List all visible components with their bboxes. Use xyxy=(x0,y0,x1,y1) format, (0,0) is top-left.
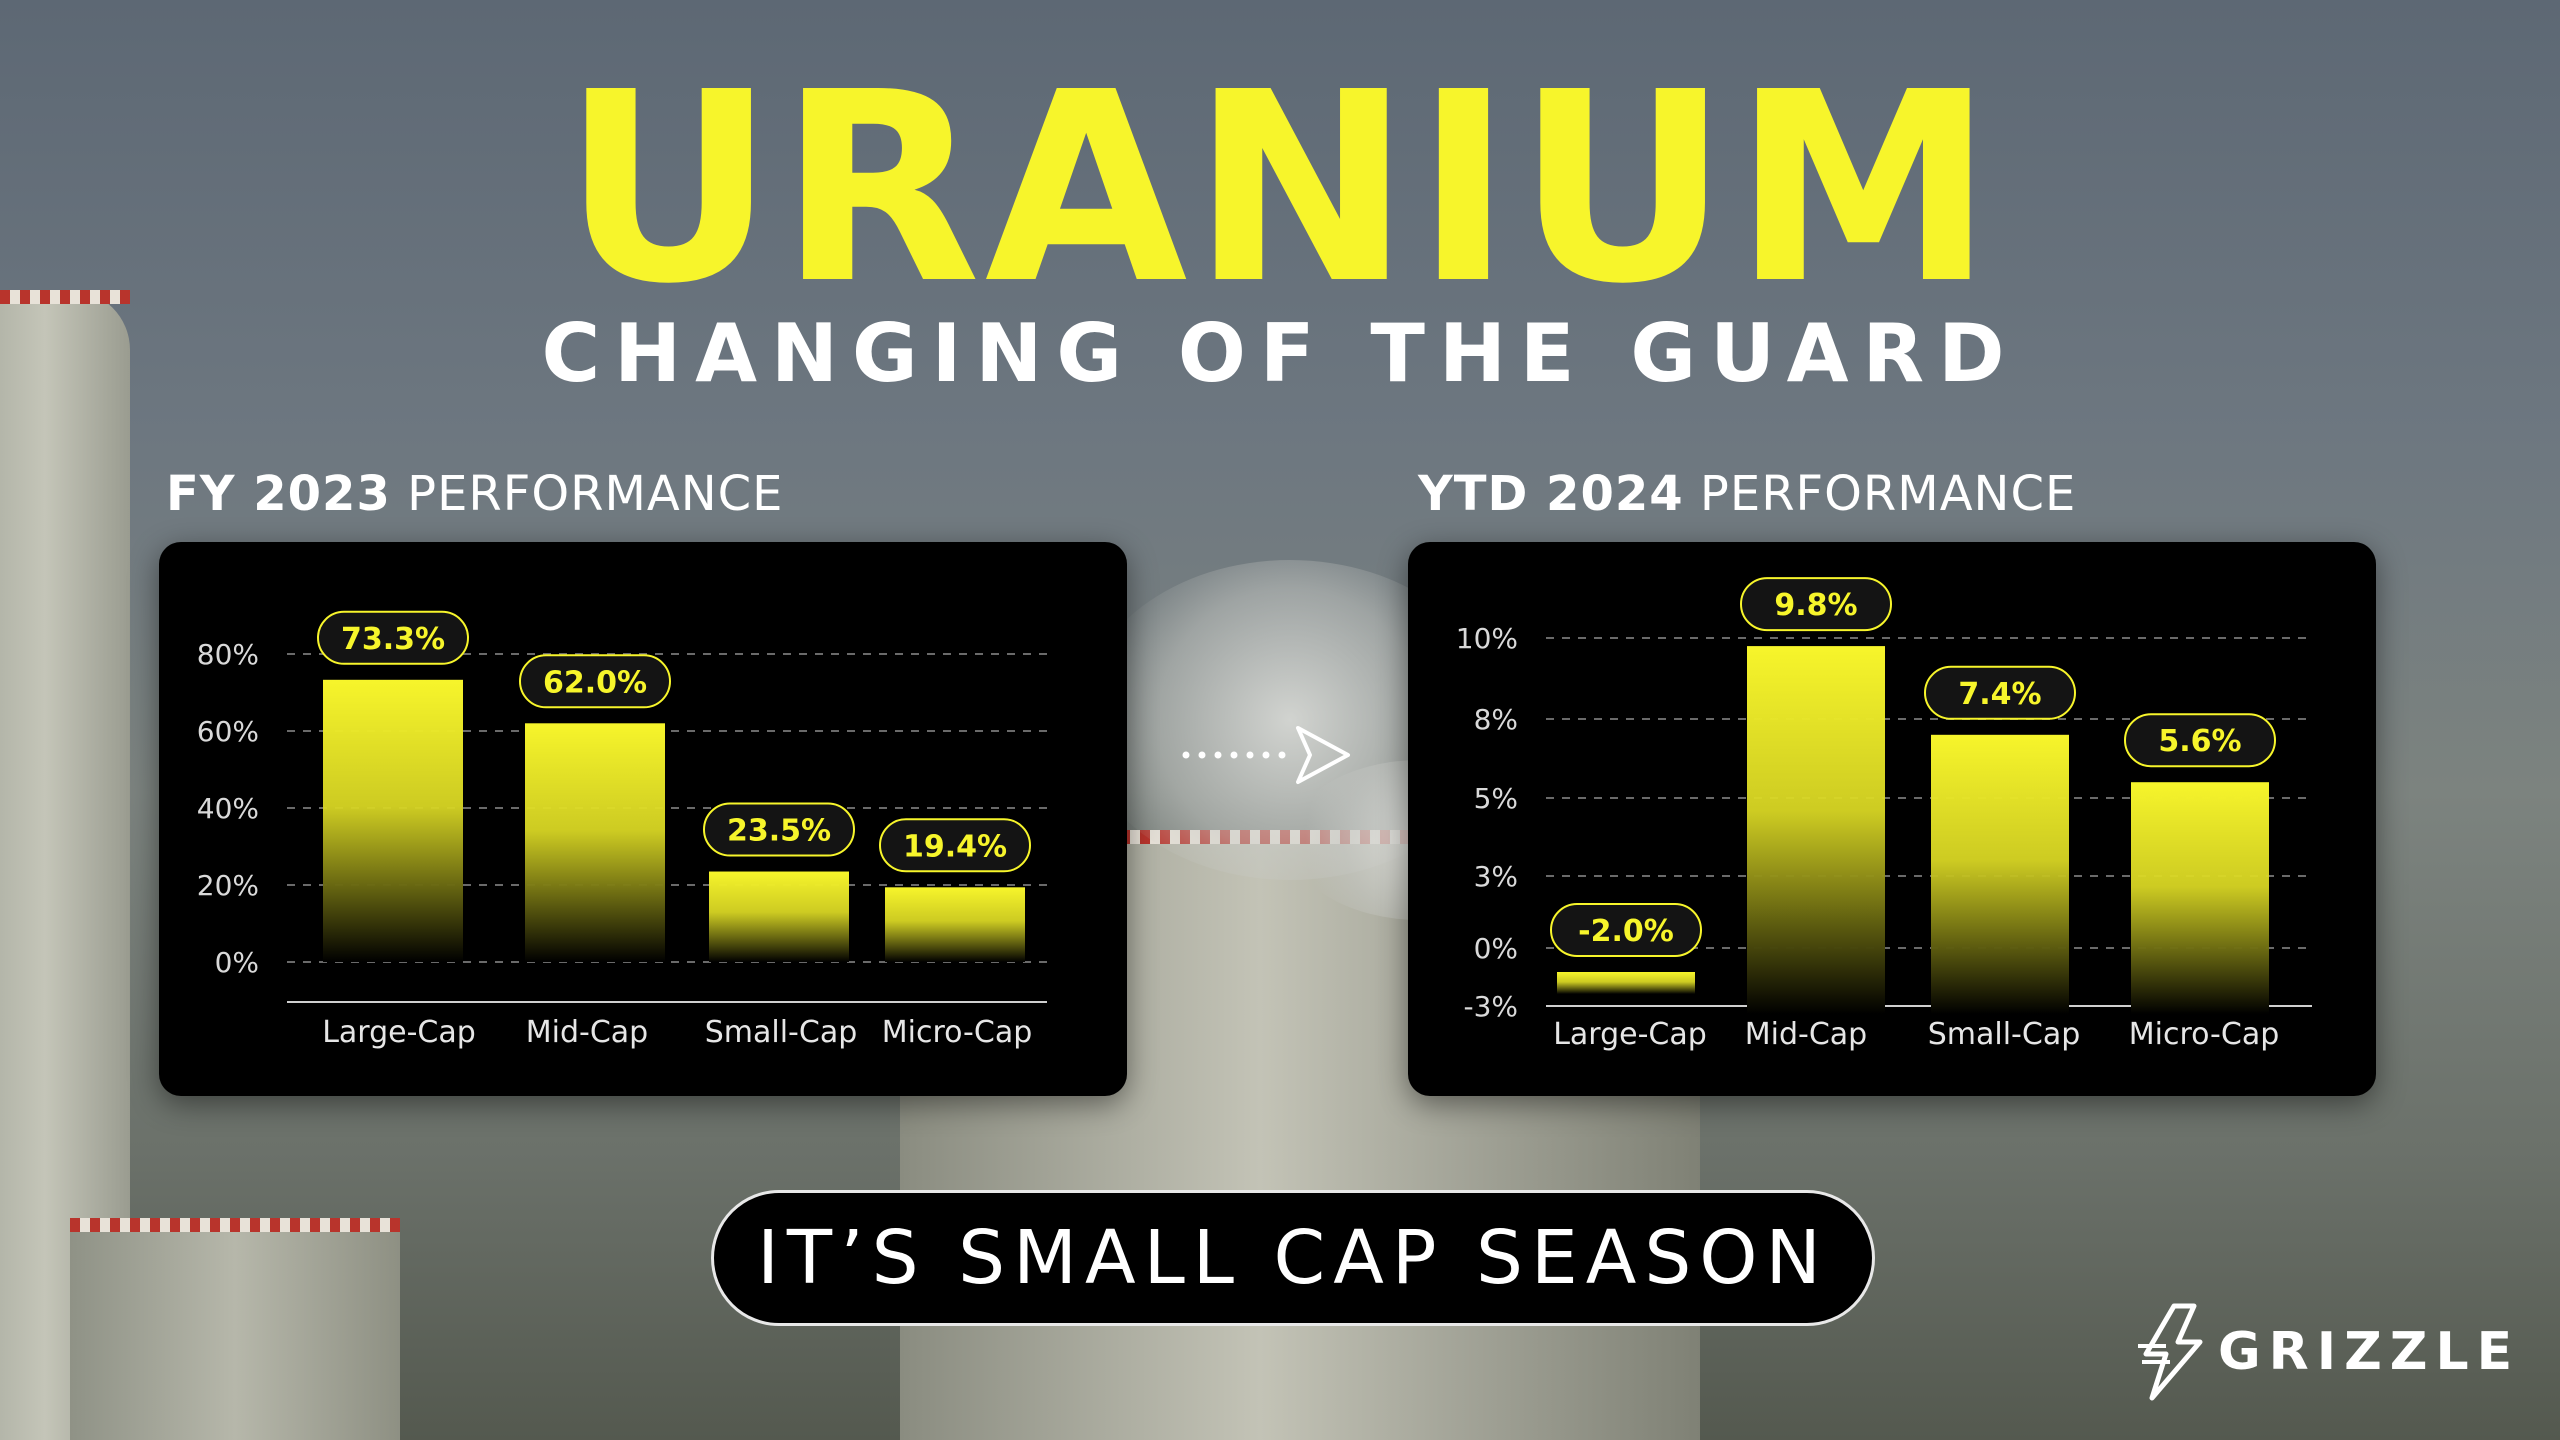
y-tick-label: 20% xyxy=(197,869,259,902)
data-label-pill xyxy=(317,610,469,665)
subtitle: CHANGING OF THE GUARD xyxy=(541,307,2019,400)
data-label-pill xyxy=(1740,577,1892,632)
grizzle-logo: GRIZZLE xyxy=(2136,1302,2520,1402)
category-label: Small-Cap xyxy=(1928,1017,2081,1052)
y-tick-label: 10% xyxy=(1456,622,1518,655)
bar-mid-cap xyxy=(1747,646,1885,1014)
left-chart-title-rest: PERFORMANCE xyxy=(390,466,784,522)
data-label-pill xyxy=(879,818,1031,873)
data-label: 5.6% xyxy=(2158,724,2241,759)
data-label-pill xyxy=(703,802,855,857)
category-label: Small-Cap xyxy=(705,1015,858,1050)
bar-small-cap xyxy=(1931,734,2069,1014)
y-tick-label: 5% xyxy=(1474,782,1518,815)
logo-text: GRIZZLE xyxy=(2218,1322,2521,1382)
data-label: 62.0% xyxy=(543,665,647,700)
category-label: Large-Cap xyxy=(322,1015,476,1050)
bar-micro-cap xyxy=(885,887,1025,962)
y-tick-label: 0% xyxy=(1474,932,1518,965)
category-label: Micro-Cap xyxy=(2129,1017,2280,1052)
data-label: 73.3% xyxy=(341,622,445,657)
arrow-icon xyxy=(1180,720,1360,790)
y-tick-label: 3% xyxy=(1474,860,1518,893)
bar-mid-cap xyxy=(525,723,665,962)
y-tick-label: 60% xyxy=(197,715,259,748)
data-label: -2.0% xyxy=(1578,914,1674,949)
category-label: Large-Cap xyxy=(1553,1017,1707,1052)
y-tick-label: 0% xyxy=(215,946,259,979)
category-label: Mid-Cap xyxy=(526,1015,648,1050)
grizzle-logo-icon xyxy=(2138,1303,2203,1401)
left-chart-title-bold: FY 2023 xyxy=(166,466,391,522)
category-label: Micro-Cap xyxy=(882,1015,1033,1050)
category-label: Mid-Cap xyxy=(1745,1017,1867,1052)
y-tick-label: 80% xyxy=(197,638,259,671)
right-chart-title-bold: YTD 2024 xyxy=(1418,466,1684,522)
right-chart-title-rest: PERFORMANCE xyxy=(1683,466,2077,522)
ytd2024-bar-chart: 10% 8% 5% 3% 0% -3% -2.0% Large-Cap 9.8% Mid-Cap 7… xyxy=(1456,577,2312,1052)
y-tick-label: 8% xyxy=(1474,703,1518,736)
data-label-pill xyxy=(1924,665,2076,720)
fy2023-chart-panel: 80% 60% 40% 20% 0% 73.3% Large-Cap 62.0% Mid-Cap… xyxy=(159,542,1127,1096)
data-label-pill xyxy=(2124,713,2276,768)
cooling-tower-bottom-left xyxy=(70,1218,400,1440)
data-label: 23.5% xyxy=(727,814,831,849)
fy2023-bar-chart: 80% 60% 40% 20% 0% 73.3% Large-Cap 62.0% Mid-Cap… xyxy=(197,610,1047,1050)
data-label-pill xyxy=(519,654,671,709)
y-tick-label: -3% xyxy=(1463,990,1518,1023)
data-label: 7.4% xyxy=(1958,677,2041,712)
right-chart-title: YTD 2024 PERFORMANCE xyxy=(1418,466,2076,522)
data-label-pill xyxy=(1550,903,1702,957)
main-title: URANIUM xyxy=(562,36,1998,341)
bar-micro-cap xyxy=(2131,782,2269,1014)
ytd2024-chart-panel: 10% 8% 5% 3% 0% -3% -2.0% Large-Cap 9.8% Mid-Cap 7… xyxy=(1408,542,2376,1096)
bar-large-cap xyxy=(1557,972,1695,994)
data-label: 19.4% xyxy=(903,829,1007,864)
cta-banner: IT’S SMALL CAP SEASON xyxy=(711,1190,1875,1326)
data-label: 9.8% xyxy=(1774,588,1857,623)
bar-large-cap xyxy=(323,679,463,962)
bar-small-cap xyxy=(709,871,849,962)
left-chart-title: FY 2023 PERFORMANCE xyxy=(166,466,783,522)
y-tick-label: 40% xyxy=(197,792,259,825)
